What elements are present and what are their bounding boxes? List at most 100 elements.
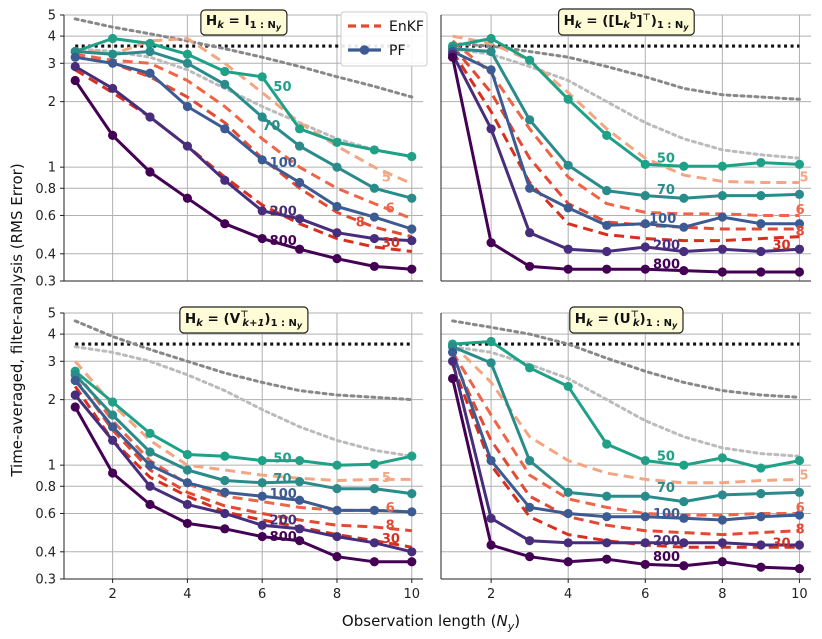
ensemble-label-200: 200: [270, 513, 297, 528]
ensemble-label-100: 100: [270, 487, 297, 502]
panel-title: Hk = I1 : Ny: [206, 13, 282, 32]
panel-2: 50 70 100 200 800 5 6 8 30 Hk = ([Lkb]⊤)1 : Ny: [440, 8, 811, 282]
pf-point-50: [257, 72, 267, 82]
pf-point-200: [220, 175, 230, 185]
pf-series-800: [73, 406, 412, 564]
pf-point-100: [602, 512, 612, 522]
pf-point-100: [447, 347, 458, 357]
pf-point-70: [145, 46, 155, 57]
pf-point-200: [369, 233, 379, 244]
pf-point-200: [407, 547, 417, 557]
y-tick-label: 0.3: [35, 573, 56, 588]
pf-point-200: [679, 246, 689, 257]
pf-point-200: [257, 520, 267, 530]
y-tick-label: 2: [48, 95, 56, 110]
y-tick-label: 4: [48, 30, 56, 45]
enkf-series-6: [451, 351, 800, 517]
pf-point-50: [220, 66, 230, 77]
pf-point-200: [640, 538, 650, 548]
pf-point-50: [332, 460, 342, 470]
pf-point-50: [108, 397, 118, 407]
ensemble-label-70: 70: [273, 472, 291, 487]
pf-point-800: [182, 518, 193, 529]
pf-point-100: [602, 220, 612, 231]
ensemble-label-800: 800: [653, 550, 680, 565]
pf-point-100: [486, 455, 496, 466]
pf-point-200: [182, 141, 193, 151]
pf-point-70: [640, 191, 650, 201]
y-tick-label: 4: [48, 328, 56, 343]
ensemble-label-50: 50: [273, 80, 291, 95]
pf-point-200: [332, 531, 342, 542]
y-tick-label: 0.4: [35, 545, 56, 560]
pf-point-70: [369, 183, 379, 193]
pf-point-800: [717, 267, 727, 277]
pf-point-50: [486, 336, 496, 347]
pf-point-800: [294, 244, 305, 254]
pf-point-200: [756, 246, 766, 257]
pf-point-800: [602, 264, 612, 274]
pf-point-50: [257, 455, 267, 466]
ensemble-label-100: 100: [653, 507, 680, 522]
enkf-series-5: [452, 34, 800, 184]
x-tick-label: 4: [564, 587, 572, 602]
pf-point-70: [407, 489, 417, 499]
pf-point-50: [369, 459, 379, 469]
pf-point-70: [525, 455, 535, 466]
reference-line-dark-gray: [451, 319, 801, 399]
pf-point-200: [756, 540, 766, 550]
pf-point-100: [369, 212, 379, 222]
ensemble-label-200: 200: [270, 204, 297, 219]
ensemble-label-6: 6: [386, 201, 395, 216]
pf-point-800: [70, 75, 80, 86]
y-tick-label: 0.4: [35, 247, 56, 262]
ensemble-label-5: 5: [382, 471, 391, 486]
pf-point-100: [182, 101, 193, 112]
pf-series-50: [452, 340, 800, 470]
pf-point-800: [108, 130, 118, 140]
pf-point-200: [145, 112, 155, 122]
ensemble-label-30: 30: [382, 532, 400, 547]
ensemble-label-5: 5: [799, 171, 808, 186]
pf-point-800: [563, 557, 573, 567]
enkf-series-5: [74, 36, 413, 186]
pf-point-100: [220, 124, 230, 134]
y-tick-label: 1: [48, 161, 56, 176]
pf-point-100: [679, 222, 689, 232]
pf-point-200: [794, 540, 805, 550]
ensemble-label-5: 5: [799, 469, 808, 484]
pf-point-100: [717, 212, 727, 222]
ensemble-label-50: 50: [657, 450, 675, 465]
pf-point-70: [717, 191, 727, 201]
enkf-series-30: [451, 363, 800, 549]
pf-point-50: [294, 455, 305, 466]
pf-point-800: [679, 561, 689, 571]
pf-point-50: [756, 157, 766, 168]
pf-series-100: [74, 379, 412, 514]
pf-point-200: [679, 538, 689, 548]
pf-point-100: [70, 52, 80, 62]
pf-series-50: [74, 370, 413, 467]
pf-point-100: [182, 478, 193, 488]
pf-point-800: [257, 233, 267, 244]
pf-point-70: [602, 186, 612, 196]
pf-point-800: [486, 540, 496, 550]
legend-enkf-label: EnKF: [389, 19, 424, 35]
pf-point-70: [486, 46, 496, 57]
pf-point-800: [407, 557, 417, 567]
pf-point-800: [70, 402, 80, 412]
ensemble-label-30: 30: [382, 236, 400, 251]
pf-point-70: [294, 477, 305, 487]
enkf-series-30: [74, 68, 412, 253]
pf-point-200: [294, 214, 305, 224]
ensemble-label-8: 8: [796, 224, 805, 239]
pf-point-100: [756, 219, 766, 229]
pf-point-200: [717, 538, 727, 548]
pf-point-70: [108, 410, 118, 420]
pf-point-70: [220, 79, 230, 89]
pf-point-70: [486, 358, 496, 368]
pf-point-800: [447, 52, 458, 62]
enkf-series-30: [73, 385, 413, 549]
